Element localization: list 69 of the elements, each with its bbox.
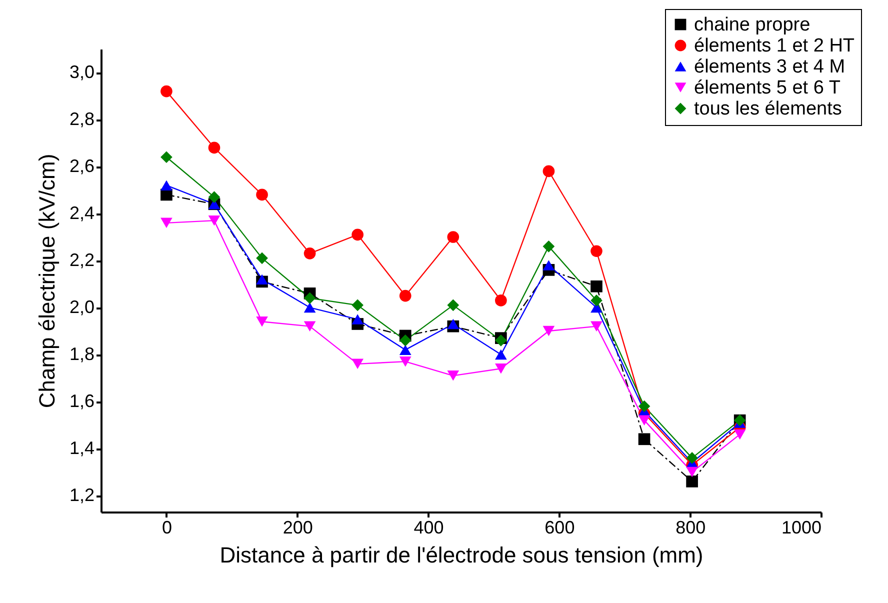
legend-label: élements 5 et 6 T <box>694 78 841 98</box>
x-tick-label: 1000 <box>781 518 822 538</box>
point <box>495 334 507 346</box>
x-tick-label: 600 <box>544 518 575 538</box>
x-tick-label: 400 <box>414 518 444 538</box>
point <box>638 400 650 412</box>
point <box>542 240 555 252</box>
y-tick-label: 2,0 <box>69 297 94 318</box>
x-axis-title: Distance à partir de l'électrode sous tension (mm) <box>220 542 704 568</box>
point <box>399 344 412 355</box>
point <box>208 191 220 203</box>
y-tick-label: 2,4 <box>69 203 94 224</box>
point <box>256 188 268 201</box>
point <box>447 299 460 312</box>
point <box>256 316 268 327</box>
point <box>208 215 220 226</box>
point <box>160 218 172 228</box>
point <box>256 274 268 284</box>
y-tick-label: 1,6 <box>69 391 94 412</box>
y-tick-label: 1,4 <box>69 438 94 458</box>
point <box>495 294 507 306</box>
point <box>590 280 602 292</box>
point <box>160 151 172 164</box>
point <box>447 231 460 243</box>
point <box>208 142 220 154</box>
x-tick-label: 200 <box>282 518 313 538</box>
y-tick-label: 2,6 <box>69 156 94 176</box>
point <box>686 466 698 478</box>
legend-label: élements 3 et 4 M <box>694 56 846 78</box>
point <box>399 290 412 302</box>
point <box>590 321 602 332</box>
y-tick-label: 2,2 <box>69 250 94 270</box>
point <box>352 228 364 241</box>
y-tick-label: 1,8 <box>69 344 94 364</box>
point <box>352 314 364 324</box>
y-tick-label: 3,0 <box>69 62 94 82</box>
legend-label: chaine propre <box>694 14 810 36</box>
point <box>542 165 555 178</box>
x-tick-label: 0 <box>162 518 172 538</box>
point <box>542 326 555 336</box>
legend-label: élements 1 et 2 HT <box>694 36 855 56</box>
point <box>734 429 746 440</box>
point <box>304 292 316 304</box>
y-axis-title: Champ électrique (kV/cm) <box>34 154 60 408</box>
legend-label: tous les élements <box>694 98 842 120</box>
point <box>638 433 650 446</box>
point <box>304 302 316 313</box>
point <box>447 318 460 330</box>
point <box>495 349 507 360</box>
point <box>304 248 316 260</box>
y-tick-label: 2,8 <box>69 109 94 130</box>
point <box>495 364 507 374</box>
point <box>447 370 460 381</box>
point <box>542 260 555 270</box>
point <box>686 476 698 488</box>
point <box>160 85 172 98</box>
point <box>399 356 412 367</box>
point <box>590 294 602 306</box>
point <box>638 415 650 426</box>
point <box>686 452 698 464</box>
x-tick-label: 800 <box>676 518 706 538</box>
point <box>590 245 602 258</box>
point <box>256 252 268 264</box>
point <box>304 321 316 332</box>
y-tick-label: 1,2 <box>69 485 94 506</box>
point <box>352 358 364 370</box>
point <box>160 180 172 190</box>
point <box>352 299 364 312</box>
point <box>399 334 412 346</box>
